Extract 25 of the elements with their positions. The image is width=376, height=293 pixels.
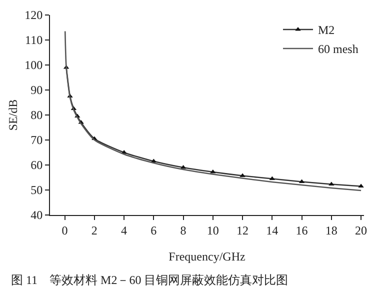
y-tick-label: 40 [30, 208, 43, 222]
x-tick-label: 20 [355, 223, 368, 238]
caption: 图 11 等效材料 M2－60 目铜网屏蔽效能仿真对比图 [11, 273, 288, 287]
x-tick-label: 16 [296, 223, 308, 238]
x-axis-title: Frequency/GHz [168, 249, 246, 264]
y-tick-label: 80 [30, 108, 43, 122]
x-tick-label: 10 [206, 223, 219, 238]
y-axis-title: SE/dB [6, 99, 20, 131]
y-tick-label: 90 [30, 83, 43, 98]
x-tick-label: 8 [180, 223, 186, 238]
y-tick-label: 100 [24, 58, 43, 72]
y-tick-label: 120 [24, 8, 43, 22]
x-tick-label: 6 [150, 223, 157, 238]
x-tick-label: 18 [325, 223, 338, 238]
legend-label: M2 [318, 23, 335, 38]
x-tick-label: 4 [121, 223, 128, 238]
legend-label: 60 mesh [318, 42, 358, 56]
y-tick-label: 70 [30, 133, 43, 148]
x-tick-label: 14 [266, 223, 278, 238]
y-tick-label: 60 [30, 158, 43, 172]
y-tick-label: 50 [30, 183, 43, 198]
x-tick-label: 12 [236, 223, 249, 238]
x-tick-label: 2 [91, 223, 98, 238]
x-tick-label: 0 [62, 223, 68, 238]
y-tick-label: 110 [25, 33, 43, 48]
